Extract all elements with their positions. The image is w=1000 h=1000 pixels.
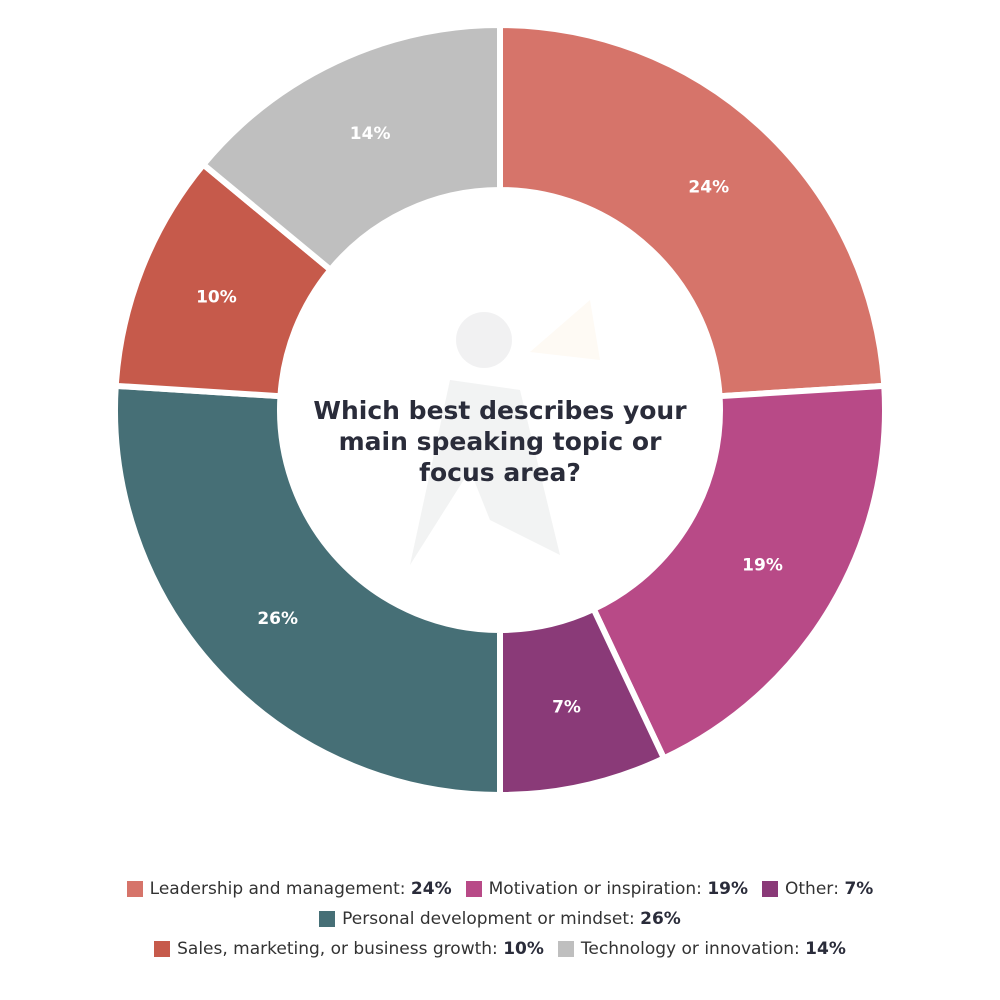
legend-value-sales: 10%: [503, 939, 544, 959]
legend-label-motivation: Motivation or inspiration: [488, 879, 697, 899]
slice-label-2: 7%: [552, 698, 581, 718]
legend-label-leadership: Leadership and management: [149, 879, 400, 899]
legend-label-technology: Technology or innovation: [580, 939, 795, 959]
legend-swatch-sales: [154, 941, 171, 957]
legend: Leadership and management: 24% Motivatio…: [0, 874, 1000, 964]
legend-value-technology: 14%: [805, 939, 846, 959]
donut-slice-3[interactable]: [112, 382, 503, 798]
legend-swatch-personal-development: [319, 911, 336, 927]
legend-separator: :: [399, 879, 406, 899]
legend-separator: :: [833, 879, 840, 899]
legend-value-motivation: 19%: [707, 879, 749, 899]
slice-label-0: 24%: [688, 178, 729, 198]
legend-value-other: 7%: [844, 879, 874, 899]
legend-swatch-motivation: [465, 881, 482, 897]
legend-swatch-technology: [557, 941, 574, 957]
legend-value-personal-development: 26%: [640, 909, 681, 929]
legend-separator: :: [492, 939, 498, 959]
legend-item-other[interactable]: Other: 7%: [762, 879, 873, 899]
logo-watermark: [410, 300, 600, 565]
donut-slice-1[interactable]: [590, 382, 888, 762]
slice-label-3: 26%: [257, 609, 298, 629]
chart-title: Which best describes your main speaking …: [313, 396, 687, 487]
donut-chart: 24% 19% 7% 26% 10% 14%: [112, 22, 888, 798]
legend-separator: :: [629, 909, 635, 929]
legend-row-3: Sales, marketing, or business growth: 10…: [0, 934, 1000, 964]
donut-hole: [281, 191, 719, 629]
legend-swatch-other: [762, 881, 779, 897]
legend-label-personal-development: Personal development or mindset: [342, 909, 629, 929]
legend-row-2: Personal development or mindset: 26%: [0, 904, 1000, 934]
slice-label-4: 10%: [196, 288, 237, 308]
legend-label-sales: Sales, marketing, or business growth: [177, 939, 493, 959]
legend-item-personal-development[interactable]: Personal development or mindset: 26%: [319, 909, 681, 929]
legend-label-other: Other: [785, 879, 834, 899]
donut-slice-0[interactable]: [497, 22, 888, 400]
donut-slices: [112, 22, 888, 798]
legend-item-technology[interactable]: Technology or innovation: 14%: [557, 939, 846, 959]
legend-item-motivation[interactable]: Motivation or inspiration: 19%: [465, 879, 749, 899]
legend-separator: :: [696, 879, 702, 899]
slice-label-5: 14%: [350, 124, 391, 144]
slice-labels: 24% 19% 7% 26% 10% 14%: [196, 124, 783, 718]
legend-item-sales[interactable]: Sales, marketing, or business growth: 10…: [154, 939, 544, 959]
donut-slice-5[interactable]: [200, 22, 503, 273]
slice-label-1: 19%: [742, 555, 783, 575]
legend-item-leadership[interactable]: Leadership and management: 24%: [126, 879, 452, 899]
legend-swatch-leadership: [126, 881, 143, 897]
legend-separator: :: [794, 939, 800, 959]
legend-value-leadership: 24%: [410, 879, 452, 899]
legend-row-1: Leadership and management: 24% Motivatio…: [0, 874, 1000, 904]
